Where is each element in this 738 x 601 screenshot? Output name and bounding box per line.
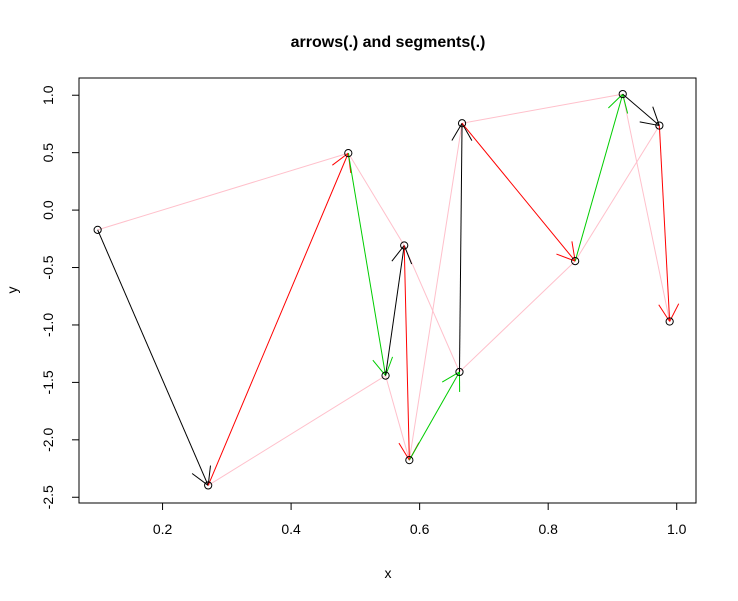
data-point-12 [665, 317, 674, 326]
segment-9 [461, 93, 623, 124]
segment-5 [574, 125, 660, 262]
segment-3 [403, 245, 460, 373]
y-axis-label: y [4, 287, 20, 294]
arrow-head-1 [398, 442, 410, 461]
data-point-4 [381, 371, 390, 380]
arrow-2 [207, 152, 352, 486]
x-axis-label: x [385, 565, 392, 581]
data-point-9 [571, 256, 580, 266]
segment-4 [459, 260, 576, 373]
segments-layer [97, 93, 671, 486]
chart-title: arrows(.) and segments(.) [291, 34, 486, 51]
x-axis: 0.2 0.4 0.6 0.8 1.0 [153, 502, 687, 537]
x-tick-label: 1.0 [667, 521, 687, 537]
x-tick-label: 0.6 [410, 521, 430, 537]
arrow-shaft [347, 153, 387, 376]
arrow-shaft [207, 152, 349, 486]
y-tick-label: 0.5 [40, 143, 56, 163]
y-axis: 1.0 0.5 0.0 -0.5 -1.0 -1.5 -2.0 -2.5 [40, 85, 80, 509]
segment-7 [385, 375, 410, 461]
data-point-10 [618, 89, 627, 99]
data-point-5 [400, 241, 409, 250]
segment-6 [207, 375, 386, 486]
arrow-shaft [574, 93, 624, 262]
data-point-2 [204, 481, 213, 490]
arrow-6 [408, 371, 461, 461]
data-point-1 [93, 225, 102, 234]
data-point-6 [405, 456, 414, 465]
arrow-7 [451, 123, 473, 372]
y-tick-label: -2.5 [40, 485, 56, 509]
segment-10 [622, 93, 671, 322]
arrow-shaft [385, 245, 405, 376]
y-tick-label: -1.0 [40, 313, 56, 337]
arrow-1 [97, 229, 211, 486]
x-tick-label: 0.2 [153, 521, 173, 537]
data-point-3 [344, 149, 353, 158]
arrow-5 [398, 245, 420, 461]
data-point-8 [457, 119, 467, 128]
segment-8 [408, 123, 463, 461]
arrow-3 [347, 153, 394, 376]
plot-frame [78, 77, 697, 504]
y-tick-label: 1.0 [40, 85, 56, 105]
arrow-head-2 [669, 303, 680, 322]
data-point-11 [655, 121, 664, 130]
arrow-shaft [622, 93, 660, 126]
arrow-head-1 [461, 123, 473, 141]
arrow-8 [461, 122, 576, 262]
arrow-9 [574, 93, 629, 262]
segment-1 [97, 152, 349, 231]
x-tick-label: 0.8 [538, 521, 558, 537]
x-tick-label: 0.4 [281, 521, 301, 537]
y-tick-label: 0.0 [40, 200, 56, 220]
y-tick-label: -0.5 [40, 255, 56, 279]
y-tick-label: -2.0 [40, 428, 56, 452]
arrow-shaft [408, 371, 460, 461]
arrow-shaft [403, 245, 410, 461]
arrow-shaft [97, 229, 209, 486]
arrow-11 [658, 125, 680, 322]
arrow-shaft [658, 125, 671, 322]
data-point-7 [455, 367, 464, 377]
arrow-shaft [461, 122, 576, 262]
points-layer [93, 89, 674, 490]
segment-2 [347, 152, 405, 246]
y-tick-label: -1.5 [40, 370, 56, 394]
arrow-head-1 [403, 245, 413, 265]
arrows-layer [97, 93, 680, 486]
arrow-4 [385, 245, 413, 376]
arrow-shaft [458, 123, 463, 372]
